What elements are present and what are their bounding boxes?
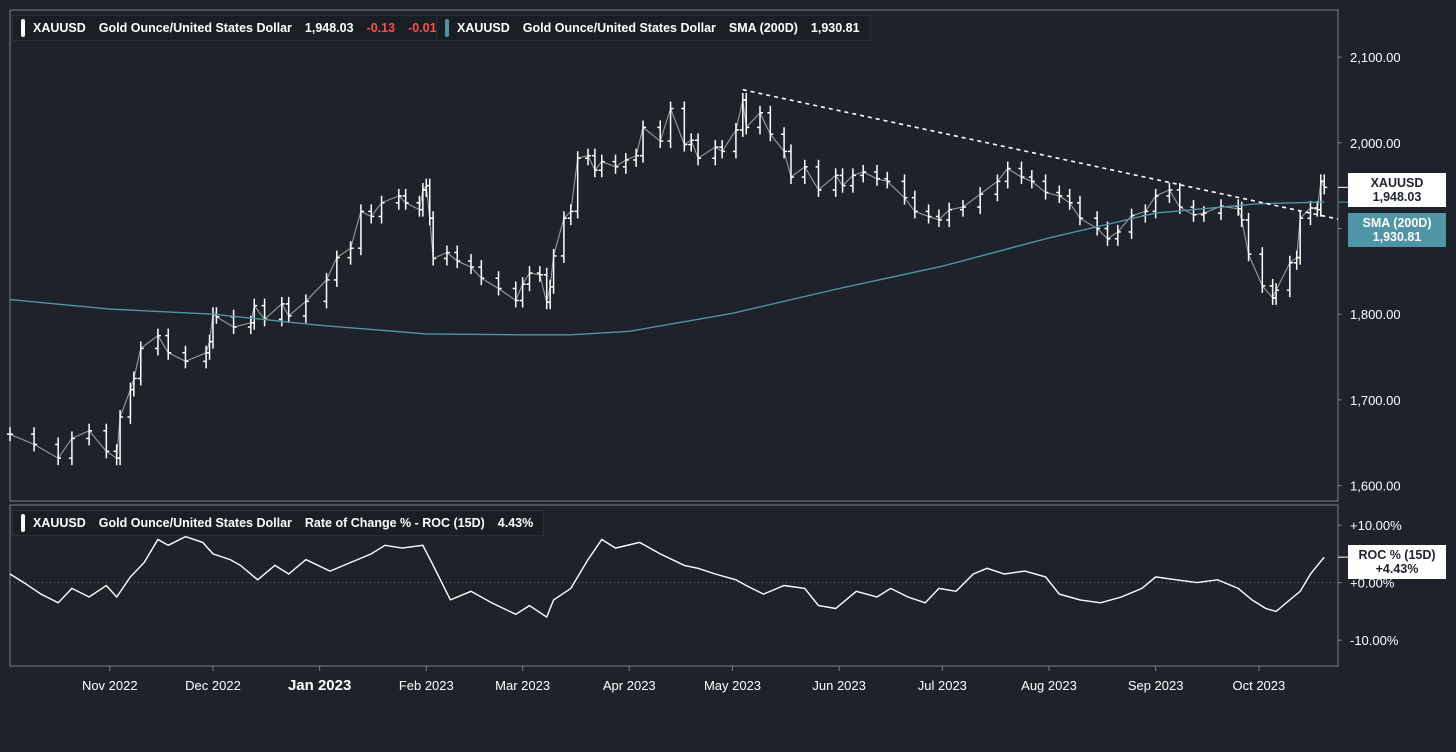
sma-legend-indicator: SMA (200D) — [728, 21, 798, 35]
time-axis: Nov 2022 Dec 2022 Jan 2023 Feb 2023 Mar 2023… — [82, 666, 1285, 694]
price-axis: 1,600.00 1,700.00 1,800.00 2,000.00 2,100.00 — [1338, 50, 1401, 494]
trendline — [742, 88, 1339, 220]
roc-tick-label: +10.00% — [1350, 518, 1402, 533]
price-tag-name: XAUUSD — [1370, 176, 1424, 190]
sma-tag-value: 1,930.81 — [1372, 230, 1422, 244]
roc-legend-symbol: XAUUSD — [33, 516, 86, 530]
roc-panel-frame — [9, 504, 1339, 667]
price-series[interactable] — [7, 88, 1348, 466]
roc-legend-instrument-name: Gold Ounce/United States Dollar — [98, 516, 292, 530]
legend-symbol: XAUUSD — [33, 21, 86, 35]
sma-legend-symbol: XAUUSD — [457, 21, 510, 35]
time-tick-label: May 2023 — [704, 678, 761, 693]
time-tick-label: Mar 2023 — [495, 678, 550, 693]
roc-tick-label: -10.00% — [1350, 633, 1399, 648]
time-tick-label: Jul 2023 — [918, 678, 967, 693]
roc-axis: -10.00% +0.00% +10.00% — [10, 518, 1402, 648]
sma-tag-name: SMA (200D) — [1362, 216, 1432, 230]
roc-tick-label: +0.00% — [1350, 576, 1395, 591]
legend-last-price: 1,948.03 — [304, 21, 354, 35]
sma-legend-swatch — [445, 19, 449, 37]
time-tick-label: Oct 2023 — [1232, 678, 1285, 693]
sma-legend-instrument-name: Gold Ounce/United States Dollar — [522, 21, 716, 35]
time-tick-label: Jan 2023 — [288, 677, 351, 694]
sma-line — [9, 201, 1325, 336]
legend-instrument-name: Gold Ounce/United States Dollar — [98, 21, 292, 35]
price-panel-frame — [9, 9, 1339, 502]
time-tick-label: Feb 2023 — [399, 678, 454, 693]
price-tick-label: 2,000.00 — [1350, 136, 1401, 151]
roc-last-tag: ROC % (15D) +4.43% — [1348, 545, 1446, 579]
price-tick-label: 1,600.00 — [1350, 479, 1401, 494]
roc-legend-swatch — [21, 514, 25, 532]
time-tick-label: Sep 2023 — [1128, 678, 1184, 693]
time-tick-label: Nov 2022 — [82, 678, 138, 693]
price-tick-label: 2,100.00 — [1350, 50, 1401, 65]
time-tick-label: Apr 2023 — [603, 678, 656, 693]
sma-last-tag: SMA (200D) 1,930.81 — [1348, 213, 1446, 247]
roc-line — [9, 535, 1325, 619]
time-tick-label: Jun 2023 — [812, 678, 866, 693]
price-tick-label: 1,700.00 — [1350, 393, 1401, 408]
time-tick-label: Aug 2023 — [1021, 678, 1077, 693]
price-legend-swatch — [21, 19, 25, 37]
roc-tag-name: ROC % (15D) — [1358, 548, 1436, 562]
price-tag-value: 1,948.03 — [1372, 190, 1422, 204]
price-last-tag: XAUUSD 1,948.03 — [1348, 173, 1446, 207]
sma-legend[interactable]: XAUUSD Gold Ounce/United States Dollar S… — [436, 15, 871, 41]
roc-series[interactable] — [9, 535, 1348, 619]
roc-legend[interactable]: XAUUSD Gold Ounce/United States Dollar R… — [12, 510, 545, 536]
roc-tag-value: +4.43% — [1375, 562, 1419, 576]
sma-legend-value: 1,930.81 — [810, 21, 860, 35]
roc-legend-indicator: Rate of Change % - ROC (15D) — [304, 516, 485, 530]
time-tick-label: Dec 2022 — [185, 678, 241, 693]
price-legend[interactable]: XAUUSD Gold Ounce/United States Dollar 1… — [12, 15, 455, 41]
legend-change: -0.13 — [366, 21, 396, 35]
roc-legend-value: 4.43% — [497, 516, 534, 530]
legend-change-percent-value: -0.01 — [408, 21, 437, 35]
price-tick-label: 1,800.00 — [1350, 307, 1401, 322]
